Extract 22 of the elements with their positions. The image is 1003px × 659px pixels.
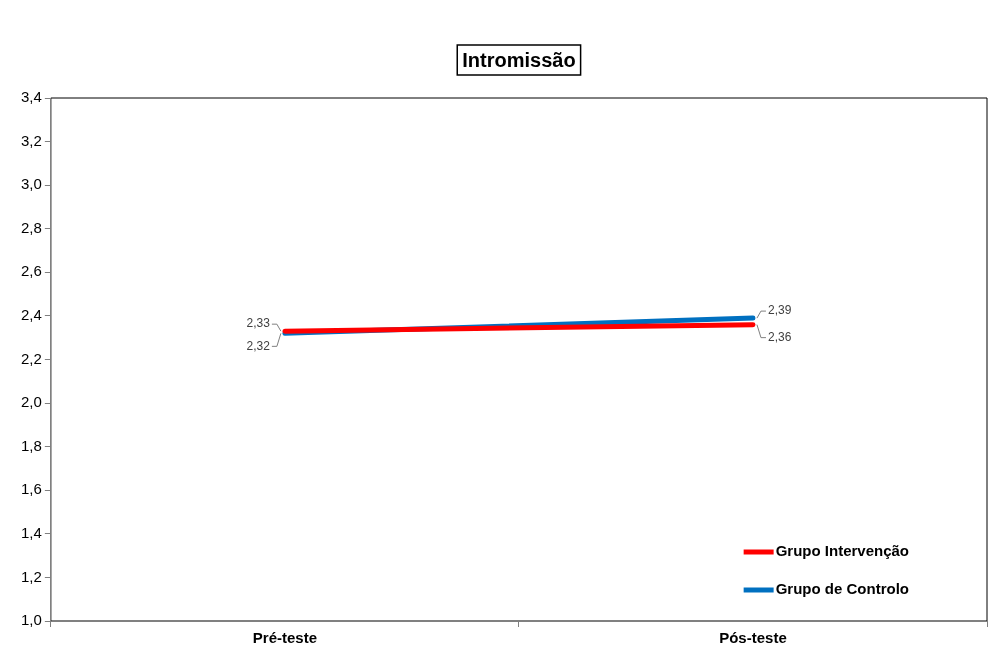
- data-label: 2,39: [767, 303, 792, 318]
- chart-title: Intromissão: [462, 48, 576, 71]
- y-tick-label: 2,4: [20, 306, 42, 324]
- y-tick-label: 3,4: [20, 88, 42, 106]
- y-tick-label: 3,0: [20, 175, 42, 193]
- y-tick-label: 2,2: [20, 349, 42, 367]
- legend-label: Grupo Intervenção: [775, 542, 909, 560]
- x-tick-label: Pós-teste: [719, 629, 787, 647]
- y-tick-label: 3,2: [20, 131, 42, 149]
- y-tick-label: 2,6: [20, 262, 42, 280]
- data-label: 2,32: [246, 338, 271, 353]
- y-tick-label: 1,6: [20, 480, 42, 498]
- x-tick-label: Pré-teste: [252, 629, 317, 647]
- data-label: 2,36: [767, 329, 792, 344]
- y-tick-label: 1,2: [20, 567, 42, 585]
- y-tick-label: 2,0: [20, 393, 42, 411]
- y-tick-label: 1,0: [20, 611, 42, 629]
- data-label: 2,33: [246, 316, 271, 331]
- y-tick-label: 2,8: [20, 218, 42, 236]
- y-tick-label: 1,4: [20, 523, 42, 541]
- y-tick-label: 1,8: [20, 436, 42, 454]
- legend-label: Grupo de Controlo: [775, 580, 909, 598]
